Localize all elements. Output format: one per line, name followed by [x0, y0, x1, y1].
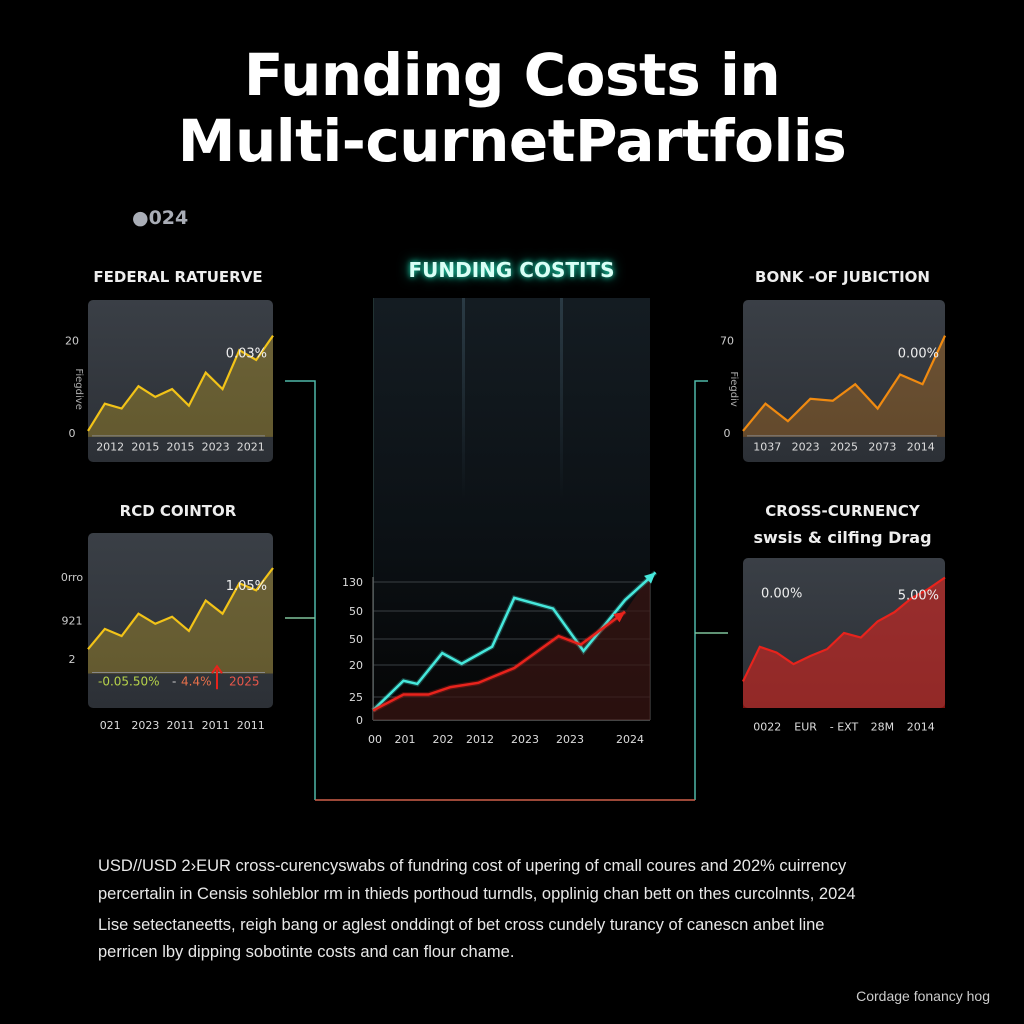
year-badge: ●024: [132, 207, 189, 229]
cross-annotation-left: 0.00%: [761, 587, 802, 602]
paragraph-line: percertalin in Censis sohleblor rm in th…: [98, 885, 856, 903]
title-line-1: Funding Costs in: [243, 41, 781, 109]
bonk-x-tick: 2014: [907, 441, 935, 454]
center-y-tick: 20: [349, 659, 363, 672]
center-x-tick: 2023: [511, 733, 539, 746]
cross-x-tick: EUR: [794, 721, 817, 734]
federal-x-tick: 2012: [96, 441, 124, 454]
federal-x-tick: 2023: [202, 441, 230, 454]
center-red-area: [373, 575, 650, 720]
bonk-y-tick: 70: [720, 335, 734, 348]
series-red-line: [372, 610, 626, 712]
rcd-y-tick: 921: [62, 615, 83, 628]
federal-y-tick: 20: [65, 335, 79, 348]
federal-area: [88, 335, 273, 437]
center-x-tick: 2012: [466, 733, 494, 746]
cross-x-tick: 2014: [907, 721, 935, 734]
rcd-x-tick: 2011: [167, 719, 195, 732]
bonk-x-tick: 2025: [830, 441, 858, 454]
center-y-tick: 50: [349, 633, 363, 646]
bonk-x-tick: 2073: [868, 441, 896, 454]
light-stripe: [462, 298, 465, 498]
connector-right-top: [694, 380, 708, 800]
legend-red-year: 2025: [229, 674, 260, 688]
center-x-tick: 2023: [556, 733, 584, 746]
series-cyan-line: [372, 571, 657, 712]
light-stripe: [560, 298, 563, 498]
up-arrow-head-icon: [211, 664, 223, 674]
center-x-tick: 202: [433, 733, 454, 746]
federal-line: [87, 335, 274, 432]
cross-x-tick: - EXT: [830, 721, 859, 734]
rcd-chart: 021 2023 2011 2011 2011 0rro 921 2 1.05% -0.05.50…: [61, 567, 274, 732]
rcd-chart-panel: 021 2023 2011 2011 2011 0rro 921 2 1.05% -0.05.50…: [61, 533, 274, 732]
cross-x-tick: 0022: [753, 721, 781, 734]
center-y-tick: 25: [349, 691, 363, 704]
bonk-area: [743, 335, 945, 437]
paragraph-line: USD//USD 2›EUR cross-curencyswabs of fun…: [98, 857, 847, 875]
center-y-tick: 0: [356, 714, 363, 727]
federal-title: FEDERAL RATUERVE: [93, 268, 263, 286]
center-x-tick: 201: [395, 733, 416, 746]
rcd-area: [88, 568, 273, 674]
federal-chart: 2012 2015 2015 2023 2021 20 0 Fiegdive 0.03%: [65, 335, 274, 454]
rcd-x-tick: 2023: [131, 719, 159, 732]
bonk-y-tick: 0: [724, 427, 731, 440]
footer-credit: Cordage fonancy hog: [856, 988, 990, 1004]
cross-line: [742, 576, 946, 682]
bonk-line: [742, 335, 946, 432]
federal-chart-panel: 2012 2015 2015 2023 2021 20 0 Fiegdive 0.03%: [65, 300, 274, 462]
bonk-title: BONK -OF JUBICTION: [755, 268, 930, 286]
rcd-y-tick: 0rro: [61, 571, 84, 584]
federal-annotation: 0.03%: [226, 347, 267, 362]
bonk-x-tick: 1037: [753, 441, 781, 454]
center-y-tick: 130: [342, 576, 363, 589]
connector-left-top: [285, 380, 316, 800]
series-cyan-arrow-icon: [644, 572, 656, 584]
legend-orange-value: 4.4%: [181, 674, 212, 688]
legend-separator: -: [172, 674, 176, 688]
cross-area: [743, 577, 945, 708]
cross-chart: 0022 EUR - EXT 28M 2014 5.00% 0.00%: [742, 576, 946, 734]
center-x-tick: 2024: [616, 733, 644, 746]
rcd-title: RCD COINTOR: [119, 502, 237, 520]
cross-chart-panel: 0022 EUR - EXT 28M 2014 5.00% 0.00%: [742, 558, 946, 734]
series-red-arrow-icon: [613, 611, 626, 623]
rcd-x-tick: 2011: [202, 719, 230, 732]
bonk-chart-panel: 1037 2023 2025 2073 2014 70 0 Fiegdiv 0.00%: [720, 300, 946, 462]
center-chart-title: FUNDING COSTITS: [408, 258, 615, 282]
rcd-y-tick: 2: [69, 653, 76, 666]
federal-y-tick: 0: [69, 427, 76, 440]
rcd-x-tick: 021: [100, 719, 121, 732]
cross-annotation: 5.00%: [898, 589, 939, 604]
federal-x-tick: 2015: [167, 441, 195, 454]
title-line-2: Multi-curnetPartfolis: [177, 107, 847, 175]
rcd-x-tick: 2011: [237, 719, 265, 732]
paragraph-line: perricen lby dipping sobotinte costs and…: [98, 943, 515, 961]
cross-x-tick: 28M: [871, 721, 895, 734]
bonk-chart: 1037 2023 2025 2073 2014 70 0 Fiegdiv 0.00%: [720, 335, 946, 454]
federal-y-label: Fiegdive: [73, 368, 84, 410]
cross-subtitle: swsis & cilfing Drag: [753, 528, 932, 547]
bonk-annotation: 0.00%: [898, 347, 939, 362]
federal-x-tick: 2021: [237, 441, 265, 454]
legend-green-value: -0.05.50%: [98, 674, 160, 688]
center-x-tick: 00: [368, 733, 382, 746]
paragraph-line: Lise setectaneetts, reigh bang or aglest…: [98, 916, 825, 934]
bonk-x-tick: 2023: [792, 441, 820, 454]
center-y-tick: 50: [349, 605, 363, 618]
rcd-annotation: 1.05%: [226, 579, 267, 594]
bonk-y-label: Fiegdiv: [728, 371, 739, 406]
cross-title: CROSS-CURNENCY: [765, 502, 920, 520]
federal-x-tick: 2015: [131, 441, 159, 454]
rcd-line: [87, 567, 274, 650]
